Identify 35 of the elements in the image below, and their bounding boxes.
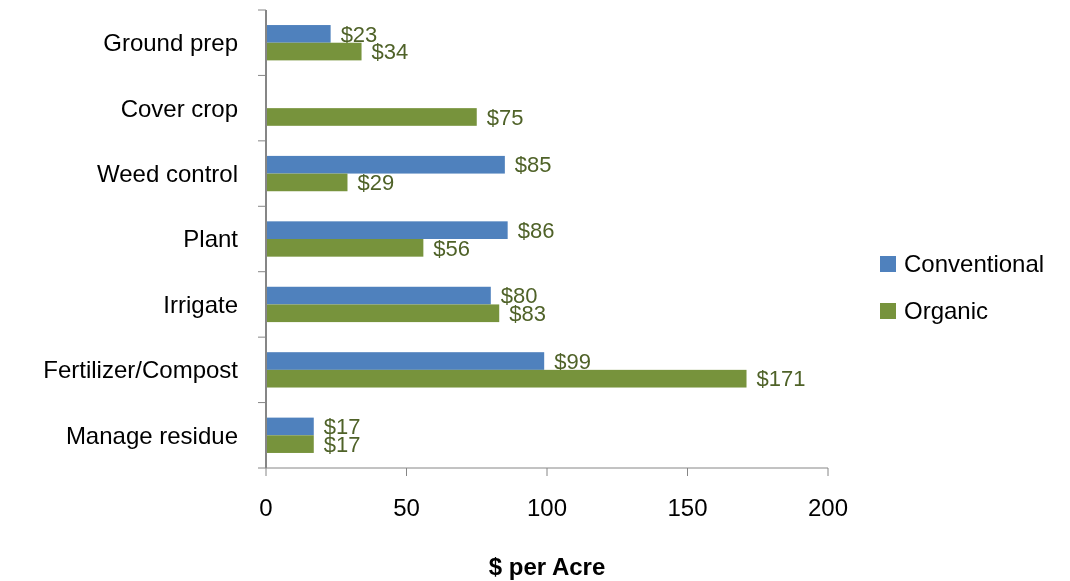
data-label: $86 bbox=[517, 217, 555, 243]
x-tick-label: 150 bbox=[667, 494, 708, 521]
bar bbox=[266, 108, 477, 126]
data-label: $29 bbox=[357, 170, 395, 196]
bar bbox=[266, 435, 314, 453]
y-tick-label: Cover crop bbox=[120, 94, 238, 122]
bar bbox=[266, 352, 545, 370]
data-label: $99 bbox=[554, 348, 591, 374]
x-tick-label: 200 bbox=[807, 494, 849, 521]
bar bbox=[266, 369, 747, 388]
x-tick-label: 0 bbox=[259, 494, 273, 521]
bar bbox=[266, 286, 491, 305]
y-tick-label: Fertilizer/Compost bbox=[43, 356, 239, 384]
bar bbox=[266, 221, 508, 239]
x-tick-label: 100 bbox=[526, 494, 568, 521]
data-label: $75 bbox=[486, 104, 524, 130]
bar bbox=[266, 239, 424, 257]
x-tick-label: 50 bbox=[393, 494, 420, 521]
y-tick-label: Weed control bbox=[97, 159, 238, 187]
y-tick-label: Ground prep bbox=[103, 29, 238, 57]
legend-label: Organic bbox=[904, 297, 989, 325]
bar bbox=[266, 304, 500, 323]
bar bbox=[266, 25, 331, 43]
data-label: $85 bbox=[514, 152, 552, 178]
y-tick-label: Irrigate bbox=[163, 290, 238, 318]
data-label: $171 bbox=[756, 366, 806, 392]
x-axis-title: $ per Acre bbox=[488, 553, 606, 580]
bar bbox=[266, 173, 348, 192]
bar bbox=[266, 42, 362, 61]
y-tick-label: Manage residue bbox=[65, 421, 238, 449]
bar bbox=[266, 417, 314, 436]
legend-label: Conventional bbox=[904, 250, 1045, 278]
data-label: $56 bbox=[433, 235, 471, 261]
y-tick-label: Plant bbox=[183, 225, 239, 253]
bar bbox=[266, 155, 505, 174]
